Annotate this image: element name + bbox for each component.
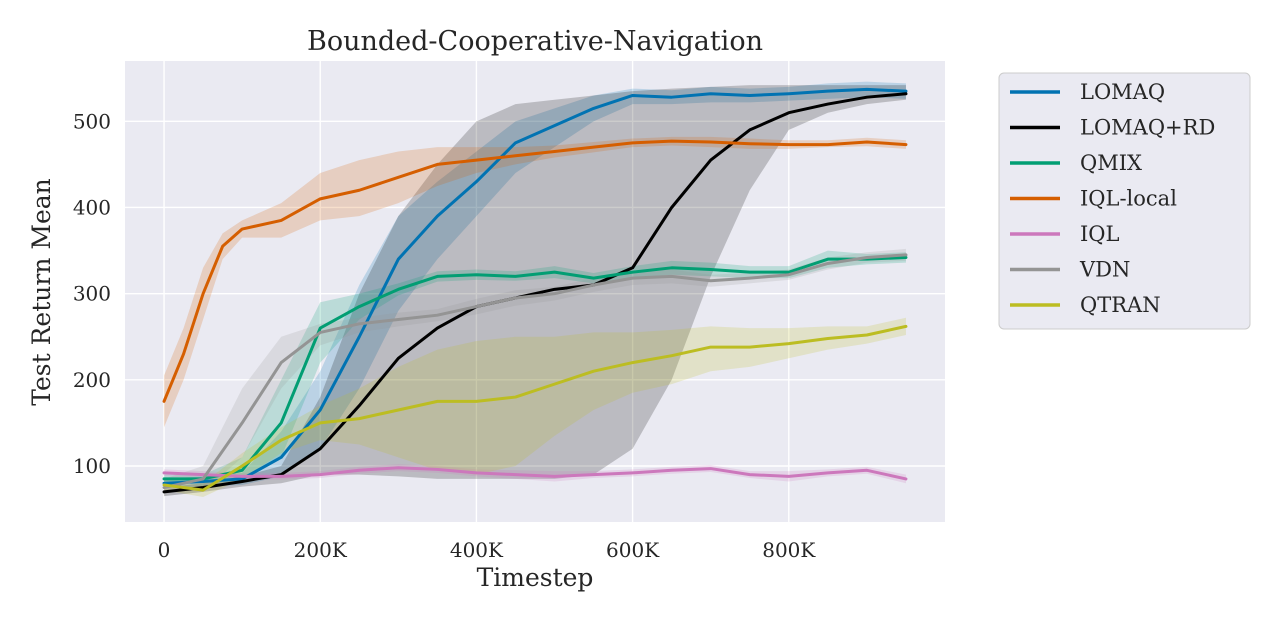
legend-label-iql-local: IQL-local: [1080, 187, 1177, 211]
series-line-iql: [162, 466, 908, 481]
x-axis-ticks: 0 200K 400K 600K 800K: [158, 538, 817, 562]
x-axis-label: Timestep: [477, 563, 594, 592]
y-tick-label: 400: [73, 195, 111, 219]
legend-label-vdn: VDN: [1079, 258, 1130, 282]
y-axis-label: Test Return Mean: [27, 178, 56, 406]
x-tick-label: 800K: [762, 538, 816, 562]
legend-box: [998, 72, 1251, 330]
x-tick-label: 600K: [606, 538, 660, 562]
y-tick-label: 100: [73, 454, 111, 478]
series-line-lomaq-rd: [162, 92, 908, 494]
y-tick-label: 200: [73, 368, 111, 392]
band-lomaq: [164, 81, 906, 488]
band-iql-local: [164, 136, 906, 428]
y-tick-label: 300: [73, 282, 111, 306]
x-tick-label: 200K: [294, 538, 348, 562]
series-line-qmix: [162, 255, 908, 481]
legend-label-qtran: QTRAN: [1080, 293, 1161, 317]
y-tick-label: 500: [73, 109, 111, 133]
x-tick-label: 0: [158, 538, 171, 562]
legend-label-lomaq: LOMAQ: [1080, 80, 1165, 104]
grid: [125, 61, 945, 522]
legend: LOMAQ LOMAQ+RD QMIX IQL-local IQL VDN QTRAN: [998, 72, 1251, 330]
confidence-bands: [164, 81, 906, 498]
legend-label-iql: IQL: [1080, 222, 1120, 246]
legend-label-qmix: QMIX: [1080, 151, 1142, 175]
legend-label-lomaq-rd: LOMAQ+RD: [1080, 116, 1215, 140]
chart-title: Bounded-Cooperative-Navigation: [307, 26, 763, 57]
band-lomaq-rd: [164, 85, 906, 497]
band-vdn: [164, 248, 906, 497]
y-axis-ticks: 100 200 300 400 500: [73, 109, 111, 478]
series-lines: [162, 87, 908, 494]
series-line-iql-local: [162, 139, 908, 403]
band-qmix: [164, 250, 906, 484]
series-line-qtran: [162, 324, 908, 492]
x-tick-label: 400K: [450, 538, 504, 562]
series-line-vdn: [162, 253, 908, 490]
band-qtran: [164, 317, 906, 498]
series-line-lomaq: [162, 87, 908, 485]
